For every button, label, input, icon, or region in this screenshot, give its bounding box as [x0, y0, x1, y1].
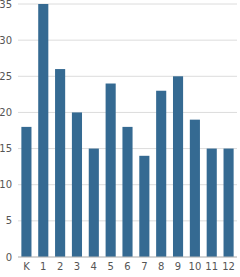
x-tick-label: 10 [189, 261, 202, 272]
x-tick-label: 3 [74, 261, 80, 272]
x-tick-label: 4 [91, 261, 97, 272]
y-tick-label: 0 [6, 252, 12, 263]
y-tick-label: 20 [0, 107, 12, 118]
bar [207, 149, 217, 257]
bar [21, 127, 31, 257]
bar [156, 91, 166, 257]
y-tick-label: 35 [0, 0, 12, 10]
bar [38, 4, 48, 257]
bar [139, 156, 149, 257]
y-tick-label: 25 [0, 71, 12, 82]
chart: 05101520253035K123456789101112 [0, 0, 240, 277]
grid-line [18, 76, 237, 77]
bar [55, 69, 65, 257]
x-tick-label: 6 [124, 261, 130, 272]
x-axis [18, 257, 237, 258]
x-tick-label: 8 [158, 261, 164, 272]
x-tick-label: K [23, 261, 30, 272]
y-tick-label: 10 [0, 179, 12, 190]
x-tick-label: 5 [107, 261, 113, 272]
bar [89, 149, 99, 257]
grid-line [18, 112, 237, 113]
bar [122, 127, 132, 257]
x-tick-label: 1 [40, 261, 46, 272]
x-tick-label: 9 [175, 261, 181, 272]
grid-line [18, 257, 237, 258]
bar [106, 84, 116, 257]
y-tick-label: 15 [0, 143, 12, 154]
chart-root: 05101520253035K123456789101112 [0, 0, 240, 277]
bar [224, 149, 234, 257]
x-tick-label: 12 [222, 261, 235, 272]
grid-line [18, 40, 237, 41]
y-tick-label: 30 [0, 35, 12, 46]
bar [173, 76, 183, 257]
x-tick-label: 11 [205, 261, 218, 272]
bar [72, 112, 82, 257]
y-tick-label: 5 [6, 215, 12, 226]
grid-line [18, 4, 237, 5]
bar [190, 120, 200, 257]
x-tick-label: 7 [141, 261, 147, 272]
bars [21, 4, 233, 257]
x-tick-label: 2 [57, 261, 63, 272]
